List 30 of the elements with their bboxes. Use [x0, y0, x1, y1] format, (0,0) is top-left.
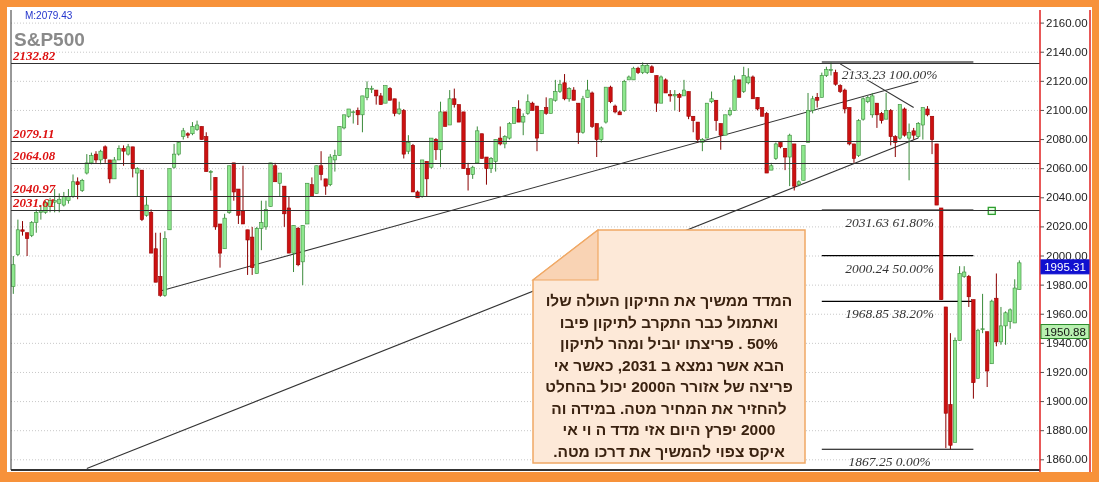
text: 1950.88	[1044, 326, 1086, 339]
y-tick-label: 2020.00	[1046, 220, 1088, 233]
y-tick-label: 2040.00	[1046, 191, 1088, 204]
ref-line-label: 2132.82	[12, 47, 56, 63]
y-tick-label: 1900.00	[1046, 395, 1088, 408]
text: S&P500	[14, 29, 85, 50]
series-label: 2031.63 61.80%	[845, 214, 935, 230]
text: 1995.31	[1044, 261, 1086, 274]
series-label: 2000.24 50.00%	[845, 260, 935, 276]
y-tick-label: 2160.00	[1046, 16, 1088, 29]
y-tick-label: 2080.00	[1046, 133, 1088, 146]
y-tick-label: 1960.00	[1046, 307, 1088, 320]
y-tick-label: 2000.00	[1046, 249, 1088, 262]
y-tick-label: 1980.00	[1046, 278, 1088, 291]
ref-line-label: 2040.97	[12, 181, 56, 197]
annotation: המדד ממשיך את התיקון העולה שלו ואתמול כבר התקרב לתיקון פיבו 50% . פריצתו יוביל ומהר לתיקון הבא אשר נמצא ב 2031, כאשר אי פריצה של אזורר ה2000 יכול בהחלט להחזיר את המחיר מטה. במידה וה 2000 יפרץ היום אזי מדד ה וי אי איקס צפוי להמשיך את דרכו מטה.	[545, 292, 793, 460]
series-label: 1968.85 38.20%	[845, 306, 935, 322]
y-tick-label: 1920.00	[1046, 365, 1088, 378]
y-tick-label: 1940.00	[1046, 336, 1088, 349]
ref-line-label: 2031.61	[12, 195, 56, 210]
y-tick-label: 2120.00	[1046, 74, 1088, 87]
ref-line-label: 2064.08	[12, 147, 56, 163]
annotation: M:2079.43	[25, 10, 73, 21]
y-tick-label: 1860.00	[1046, 453, 1088, 466]
y-tick-label: 2100.00	[1046, 103, 1088, 116]
y-tick-label: 2140.00	[1046, 45, 1088, 58]
y-tick-label: 2060.00	[1046, 162, 1088, 175]
ref-line-label: 2079.11	[12, 125, 55, 141]
y-tick-label: 1880.00	[1046, 424, 1088, 437]
series-label: 1867.25 0.00%	[848, 454, 931, 470]
